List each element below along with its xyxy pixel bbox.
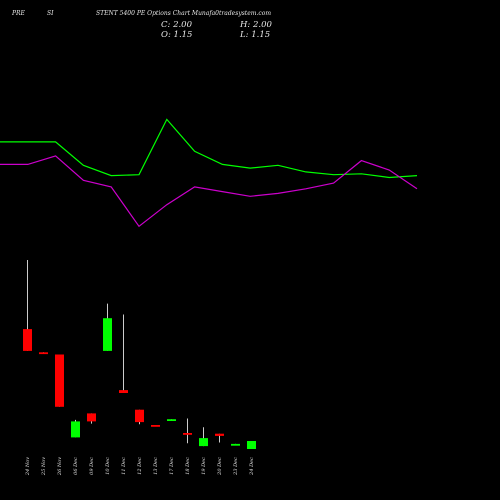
open-label: O: 1.15 (161, 30, 192, 40)
moving-average-lines (0, 118, 418, 228)
candle (23, 260, 32, 351)
candle (135, 409, 144, 425)
date-tick-label: 17 Dec (169, 457, 175, 475)
candle (151, 425, 160, 427)
candle-body (119, 390, 128, 393)
header-left-tag: PRE (11, 10, 26, 17)
date-tick-label: 09 Dec (89, 457, 95, 475)
date-tick-label: 19 Dec (201, 457, 207, 475)
candle (199, 427, 208, 447)
candle (167, 419, 176, 421)
candle (247, 441, 256, 449)
line-series-1 (0, 118, 418, 179)
date-tick-label: 13 Dec (153, 457, 159, 475)
date-tick-label: 10 Dec (105, 457, 111, 475)
chart-title: STENT 5400 PE Options Chart Munafa0trade… (96, 10, 271, 17)
candle-body (103, 318, 112, 351)
candle (231, 443, 240, 446)
date-tick-label: 20 Dec (217, 457, 223, 476)
candle-body (167, 419, 176, 421)
candle (103, 303, 112, 351)
low-label: L: 1.15 (239, 30, 270, 40)
date-tick-label: 06 Dec (73, 457, 79, 475)
date-tick-label: 18 Dec (185, 457, 191, 475)
candle (55, 354, 64, 407)
candle-body (71, 421, 80, 438)
candle (39, 352, 48, 355)
line-series-2 (0, 155, 418, 228)
candle-body (183, 433, 192, 435)
candle-body (151, 425, 160, 427)
date-tick-label: 24 Nov (25, 457, 31, 476)
date-tick-label: 11 Dec (121, 457, 127, 475)
date-tick-label: 25 Nov (41, 457, 47, 476)
candle (183, 418, 192, 444)
candlestick-series (23, 260, 256, 449)
date-axis: 24 Nov 25 Nov 26 Nov 06 Dec 09 Dec 10 Dec 11 D… (25, 457, 255, 476)
candle-body (247, 441, 256, 449)
candle (215, 433, 224, 443)
candle (119, 314, 128, 393)
candle (71, 419, 80, 438)
candle-body (39, 352, 48, 355)
date-tick-label: 26 Nov (57, 457, 63, 476)
candle-body (199, 438, 208, 447)
close-label: C: 2.00 (161, 20, 193, 30)
header-mid-tag: SI (47, 10, 54, 17)
candle-body (23, 329, 32, 351)
candle-body (231, 443, 240, 446)
date-tick-label: 12 Dec (137, 457, 143, 475)
date-tick-label: 24 Dec (249, 457, 255, 476)
candle (87, 413, 96, 424)
candle-body (215, 433, 224, 436)
candle-body (55, 354, 64, 407)
candle-body (135, 409, 144, 423)
high-label: H: 2.00 (239, 20, 272, 30)
candle-body (87, 413, 96, 422)
date-tick-label: 23 Dec (233, 457, 239, 476)
